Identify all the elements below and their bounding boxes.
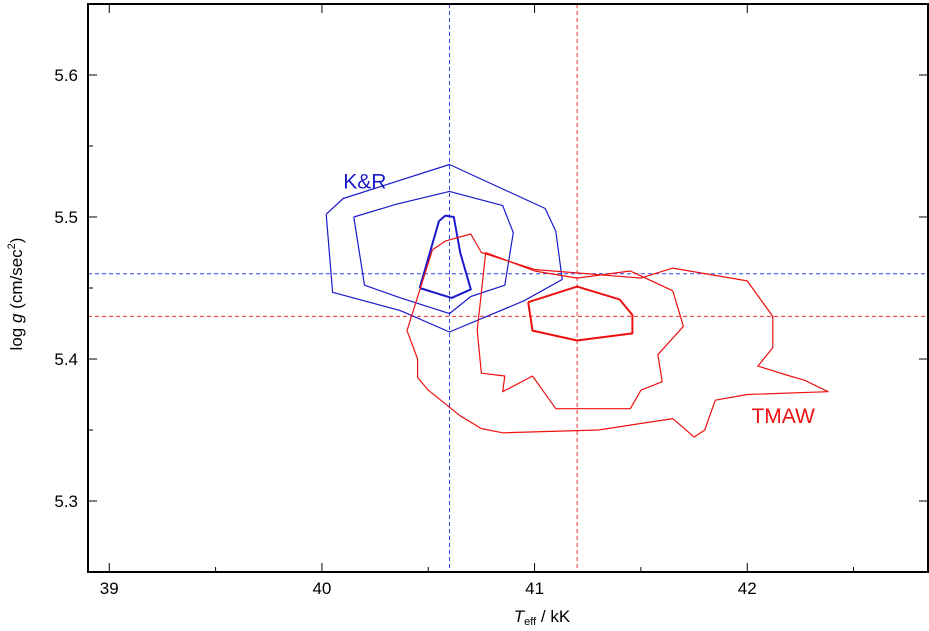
y-axis-label: log g (cm/sec2) [6, 238, 26, 351]
x-tick-label: 42 [738, 579, 757, 598]
y-tick-label: 5.4 [54, 350, 78, 369]
contour-line [325, 163, 563, 333]
contour-line [353, 190, 514, 315]
y-tick-label: 5.6 [54, 66, 78, 85]
axis-ticks: 39 40 41 42 5.3 5.4 5.5 5.6 [54, 3, 928, 598]
series-label: K&R [343, 171, 386, 194]
contour-line [406, 233, 829, 438]
series-labels: K&R TMAW [343, 171, 815, 428]
contour-line [527, 285, 634, 342]
y-tick-label: 5.3 [54, 492, 78, 511]
x-tick-label: 41 [525, 579, 544, 598]
x-tick-label: 39 [100, 579, 119, 598]
contour-line [476, 251, 685, 410]
plot-frame [87, 3, 929, 573]
contour-line [418, 214, 472, 299]
x-tick-label: 40 [312, 579, 331, 598]
x-axis-label: Teff / kK [514, 607, 571, 628]
contour-plots [325, 163, 829, 438]
series-label: TMAW [751, 405, 815, 428]
y-tick-label: 5.5 [54, 208, 78, 227]
reference-lines [88, 4, 928, 572]
